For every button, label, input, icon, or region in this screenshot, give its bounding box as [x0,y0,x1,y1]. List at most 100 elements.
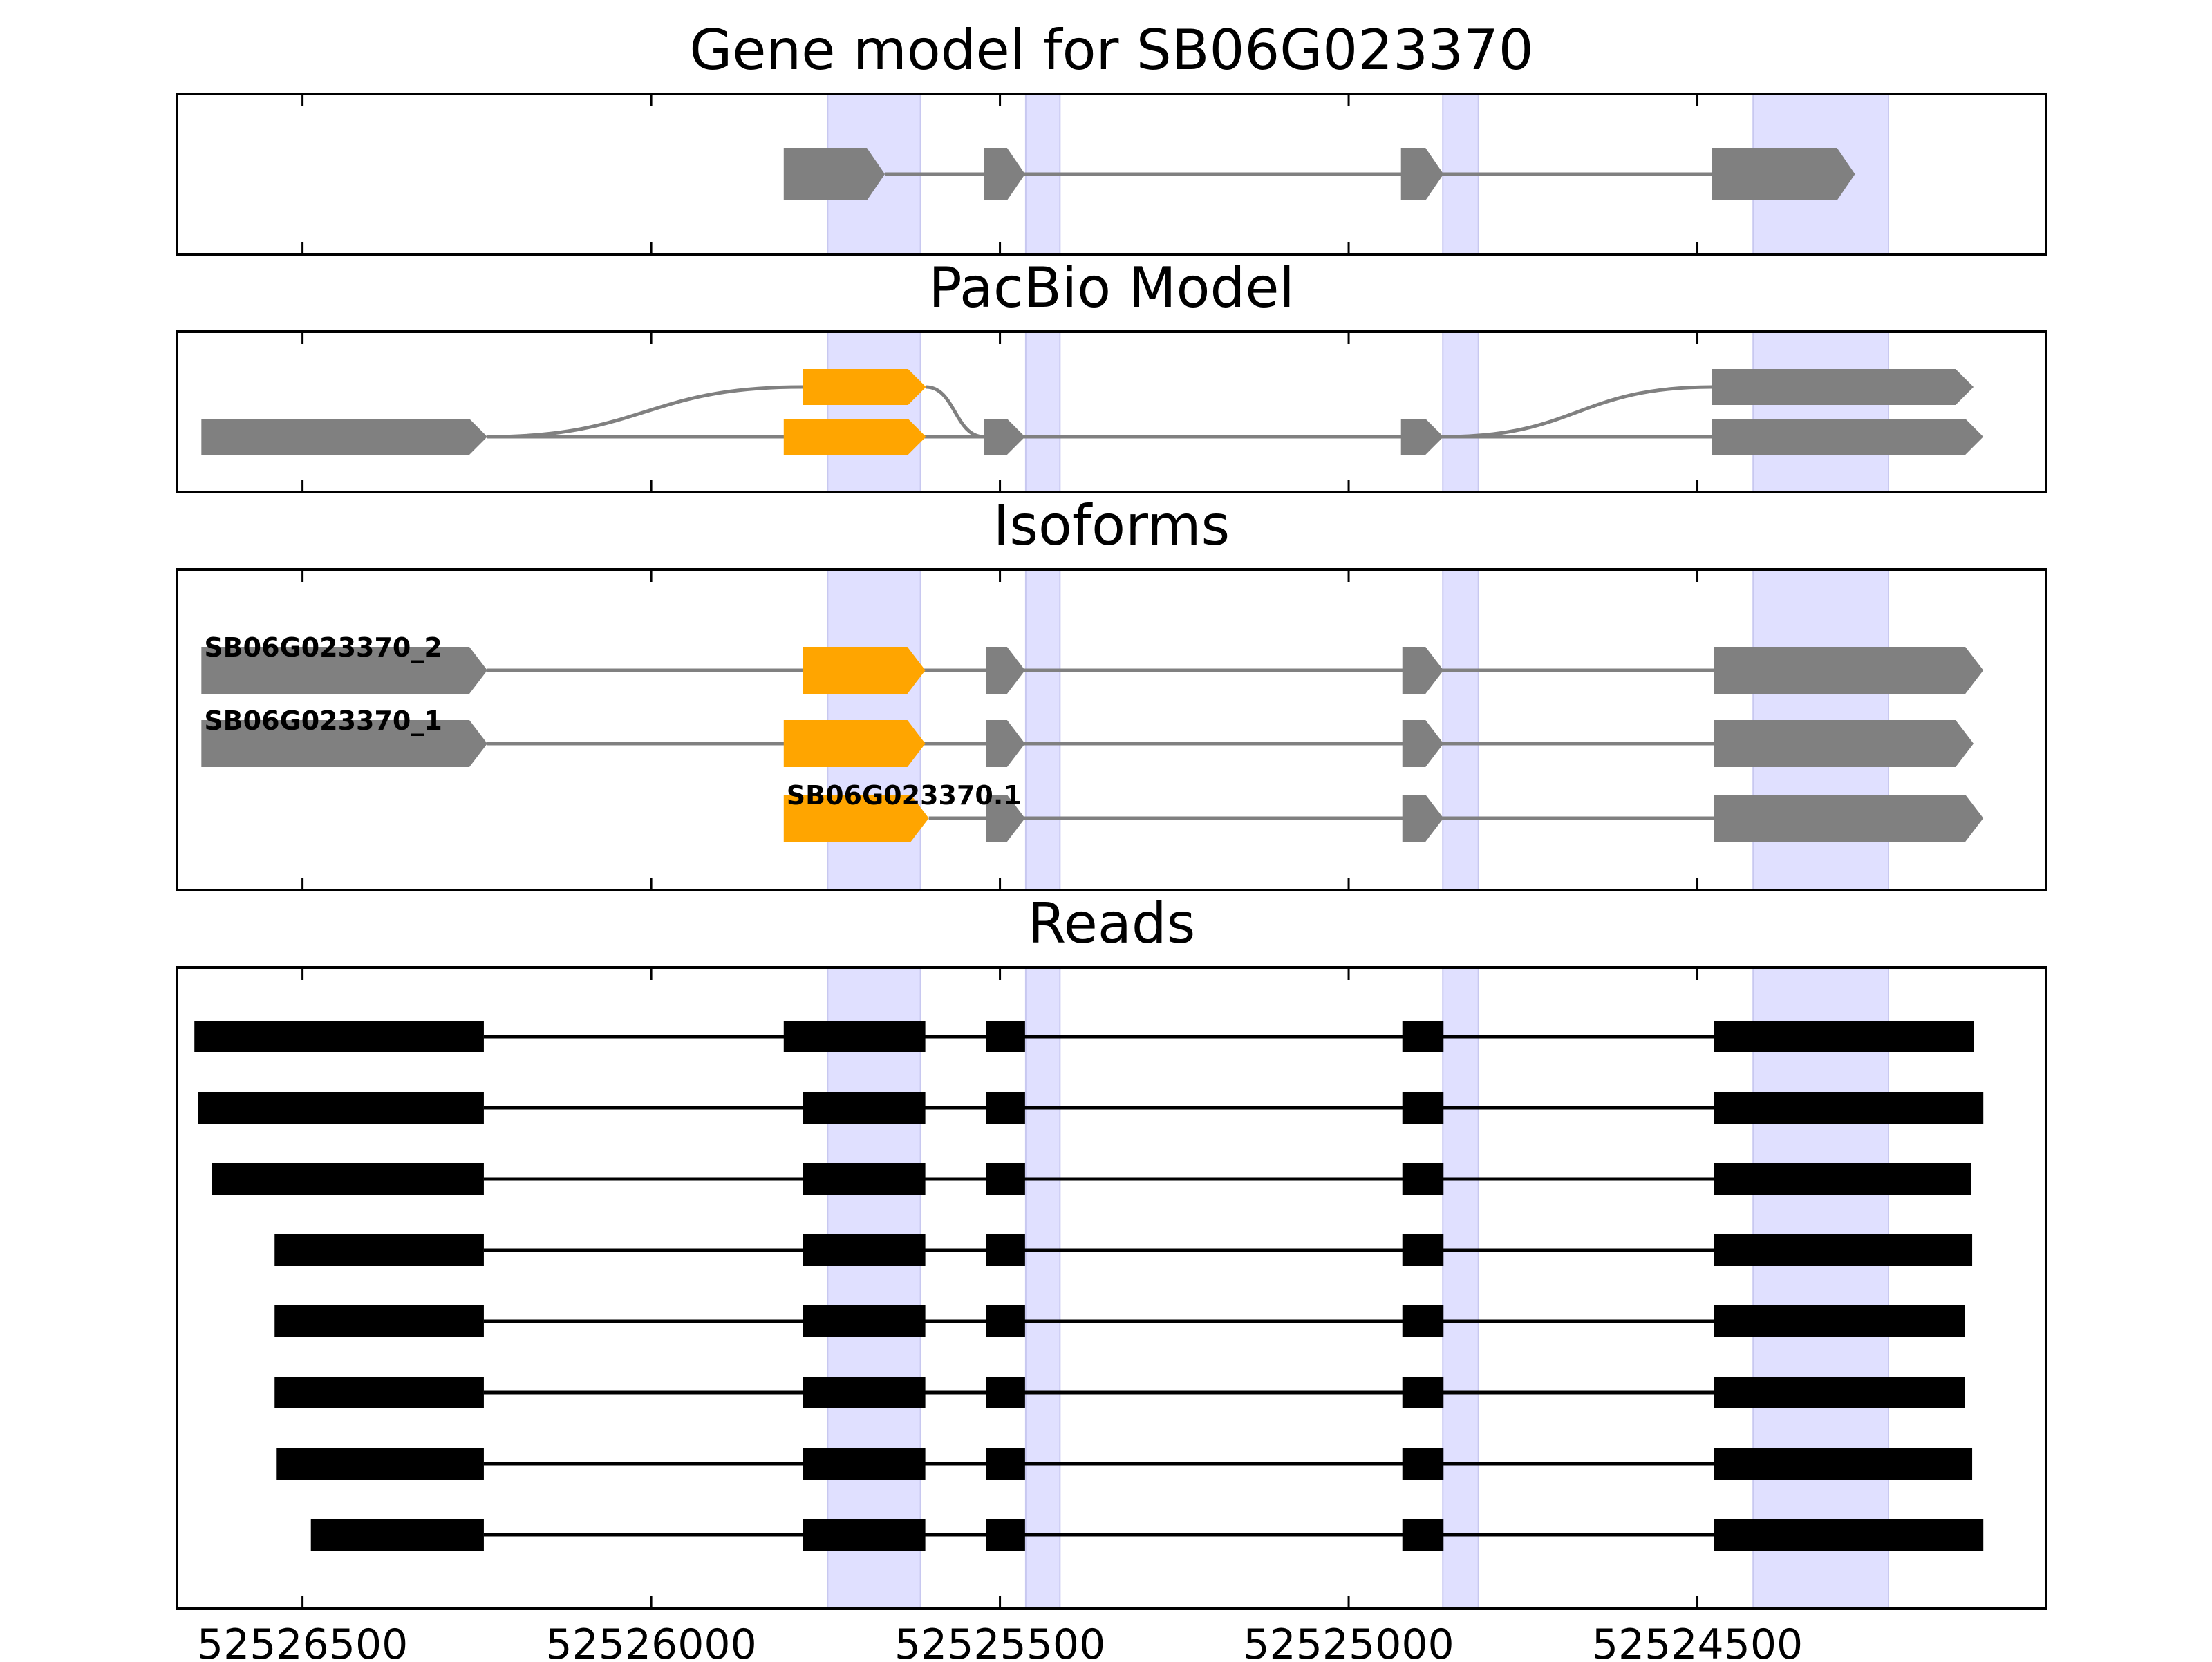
panel-frame [176,568,2047,891]
read-block [1714,1377,1965,1408]
read-block [986,1377,1025,1408]
exon-arrow [1400,148,1444,200]
exon-arrow [201,647,487,694]
exon-arrow [783,148,885,200]
read-block [986,1163,1025,1195]
panel-frame [176,966,2047,1610]
read [274,1377,1965,1408]
highlight-region [1024,569,1061,891]
read-block [198,1092,484,1124]
read-block [194,1021,484,1052]
exon-arrow [1712,148,1855,200]
read-block [1714,1448,1973,1480]
isoform-label: SB06G023370.1 [787,780,1022,811]
exon-arrow [783,419,926,455]
highlight-region [1442,331,1479,493]
exon-arrow [986,647,1025,694]
read-block [1402,1519,1444,1551]
highlight-region [1752,331,1889,493]
panel-splice-graph: PacBio Model [176,256,2047,493]
highlight-region [827,967,921,1609]
panel-title: Gene model for SB06G023370 [689,18,1533,82]
exon-arrow [984,148,1025,200]
highlight-region [1442,569,1479,891]
exon-arrow [1712,419,1984,455]
read-block [212,1163,484,1195]
read-block [1402,1021,1444,1052]
x-tick-label: 52525500 [894,1621,1105,1659]
read [194,1021,1974,1052]
read [212,1163,1971,1195]
highlight-region [1752,967,1889,1609]
panel-title: PacBio Model [928,256,1294,320]
exon-arrow [783,720,926,767]
panel-frame [176,330,2047,493]
read-block [803,1163,926,1195]
read-block [986,1519,1025,1551]
splice-link [487,385,803,439]
read-block [1402,1092,1444,1124]
exon-arrow [803,369,926,405]
read-block [803,1448,926,1480]
read-block [1714,1234,1973,1266]
x-tick-label: 52524500 [1592,1621,1803,1659]
exon-arrow [986,720,1025,767]
read-block [1714,1163,1971,1195]
read-block [803,1519,926,1551]
exon-arrow [783,795,929,842]
highlight-region [827,331,921,493]
read-block [1714,1092,1984,1124]
read-block [274,1234,484,1266]
read-block [986,1021,1025,1052]
read-block [1714,1519,1984,1551]
read-block [1402,1305,1444,1337]
exon-arrow [1714,647,1984,694]
exon-arrow [986,795,1025,842]
read-block [803,1305,926,1337]
read-block [1714,1305,1965,1337]
isoform-label: SB06G023370_2 [204,632,442,663]
read-block [1402,1163,1444,1195]
exon-arrow [1400,419,1444,455]
x-tick-label: 52526500 [197,1621,408,1659]
exon-arrow [1714,795,1984,842]
exon-arrow [1402,647,1444,694]
x-tick-label: 52526000 [545,1621,756,1659]
exon-arrow [803,647,926,694]
x-tick-label: 52525000 [1243,1621,1454,1659]
read-block [310,1519,484,1551]
isoform-label: SB06G023370_1 [204,706,442,736]
read-block [986,1234,1025,1266]
read [274,1305,1965,1337]
read-block [274,1305,484,1337]
exon-arrow [1402,720,1444,767]
read-block [1714,1021,1974,1052]
read-block [783,1021,926,1052]
read [310,1519,1984,1551]
panel-frame [176,93,2047,256]
highlight-region [1442,967,1479,1609]
panel-title: Isoforms [993,493,1230,558]
exon-arrow [1402,795,1444,842]
panel-title: Reads [1028,891,1196,956]
exon-arrow [201,720,487,767]
read-block [986,1092,1025,1124]
read-block [986,1448,1025,1480]
panel-reads: Reads 52526500 52526000 52525500 52525000 525… [176,891,2047,1662]
panel-gene-model: Gene model for SB06G023370 [176,18,2047,256]
read-block [1402,1234,1444,1266]
read-block [1402,1377,1444,1408]
read-block [803,1092,926,1124]
exon-arrow [201,419,487,455]
read [276,1448,1973,1480]
highlight-region [1024,967,1061,1609]
read-block [803,1234,926,1266]
highlight-region [1024,331,1061,493]
read-block [803,1377,926,1408]
splice-link [1443,385,1712,439]
exon-arrow [1714,720,1974,767]
read-block [986,1305,1025,1337]
read [274,1234,1973,1266]
